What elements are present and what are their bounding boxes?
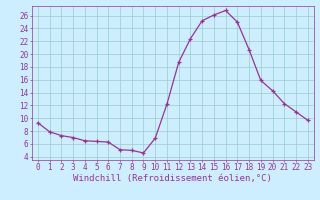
- X-axis label: Windchill (Refroidissement éolien,°C): Windchill (Refroidissement éolien,°C): [73, 174, 272, 183]
